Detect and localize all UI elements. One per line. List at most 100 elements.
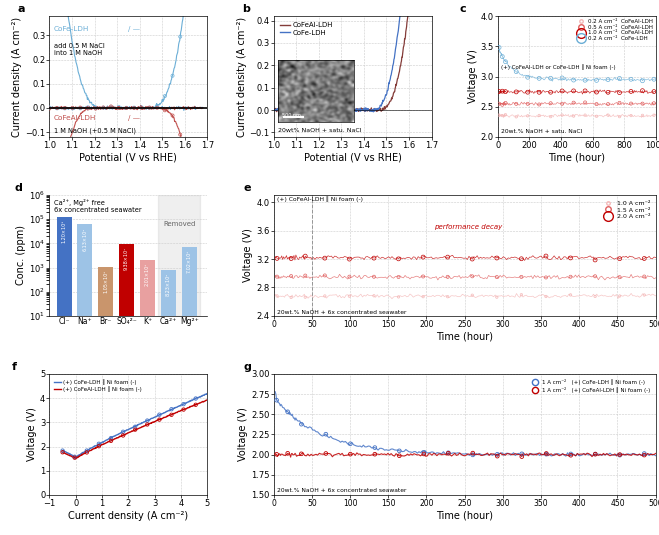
Point bbox=[494, 87, 504, 96]
Point bbox=[121, 103, 132, 112]
Point bbox=[590, 450, 600, 458]
Point bbox=[614, 74, 625, 83]
Bar bbox=[182, 247, 197, 535]
Point bbox=[105, 102, 116, 111]
Point bbox=[142, 416, 153, 425]
Point bbox=[497, 87, 507, 95]
Point bbox=[129, 103, 139, 112]
Point bbox=[625, 75, 636, 83]
Point bbox=[418, 449, 429, 458]
Point bbox=[565, 451, 576, 460]
Point bbox=[44, 104, 55, 113]
Point bbox=[272, 450, 282, 458]
Point bbox=[467, 291, 478, 300]
Point bbox=[175, 131, 185, 139]
Point bbox=[557, 100, 567, 108]
Point bbox=[393, 255, 404, 263]
Point bbox=[614, 451, 625, 460]
Point bbox=[105, 434, 116, 442]
Point bbox=[639, 254, 650, 263]
Point bbox=[118, 427, 129, 436]
Point bbox=[272, 292, 282, 300]
Point bbox=[98, 103, 109, 112]
Point bbox=[98, 103, 109, 112]
Point bbox=[603, 75, 614, 84]
Point bbox=[568, 98, 579, 107]
Point bbox=[368, 254, 379, 262]
Point bbox=[500, 57, 511, 66]
Point bbox=[44, 103, 55, 112]
Point bbox=[546, 74, 556, 82]
Text: 6.13×10⁴: 6.13×10⁴ bbox=[82, 227, 88, 250]
Point bbox=[75, 103, 86, 112]
Point bbox=[118, 431, 129, 440]
Point bbox=[90, 104, 101, 112]
Point bbox=[300, 271, 310, 280]
Y-axis label: Conc. (ppm): Conc. (ppm) bbox=[16, 225, 26, 286]
Point bbox=[534, 111, 544, 120]
Point bbox=[320, 430, 331, 439]
Point bbox=[511, 112, 521, 121]
Point bbox=[418, 272, 428, 281]
Point bbox=[52, 104, 63, 113]
Point bbox=[523, 73, 533, 81]
Point bbox=[546, 88, 556, 96]
Point bbox=[82, 104, 93, 113]
Point bbox=[179, 406, 189, 414]
Text: add 0.5 M NaCl
into 1 M NaOH: add 0.5 M NaCl into 1 M NaOH bbox=[54, 43, 105, 56]
Point bbox=[557, 87, 567, 95]
Point bbox=[190, 202, 201, 211]
Point bbox=[497, 101, 507, 109]
Point bbox=[580, 76, 590, 85]
Point bbox=[546, 99, 556, 108]
Point bbox=[541, 449, 552, 458]
Text: 9.38×10¹: 9.38×10¹ bbox=[124, 247, 129, 270]
Point bbox=[167, 111, 178, 120]
Point bbox=[516, 291, 527, 299]
Point bbox=[442, 293, 453, 301]
Point bbox=[136, 104, 147, 112]
Point bbox=[517, 449, 527, 458]
X-axis label: Potential (V vs RHE): Potential (V vs RHE) bbox=[304, 153, 401, 163]
Text: f: f bbox=[11, 362, 16, 372]
Bar bbox=[140, 260, 155, 535]
Point bbox=[296, 449, 306, 458]
Point bbox=[500, 87, 511, 96]
Bar bbox=[119, 244, 134, 535]
Point bbox=[69, 453, 80, 462]
Point bbox=[639, 272, 650, 281]
Point bbox=[167, 72, 178, 80]
Point bbox=[494, 111, 504, 119]
Point bbox=[300, 252, 310, 261]
Point bbox=[94, 442, 104, 450]
Point bbox=[568, 112, 579, 120]
Point bbox=[90, 104, 101, 113]
Point bbox=[467, 272, 478, 280]
Point bbox=[344, 292, 355, 301]
Point bbox=[511, 100, 521, 108]
Point bbox=[591, 88, 602, 96]
Point bbox=[497, 52, 507, 61]
Point bbox=[494, 100, 504, 108]
Text: (+) CoFeAl-LDH or CoFe-LDH ∥ Ni foam (-): (+) CoFeAl-LDH or CoFe-LDH ∥ Ni foam (-) bbox=[501, 64, 616, 70]
Text: / —: / — bbox=[129, 115, 140, 121]
Point bbox=[637, 77, 648, 85]
Text: 2.01×10³: 2.01×10³ bbox=[145, 263, 150, 286]
Legend: 1.0 A cm⁻², 1.5 A cm⁻², 2.0 A cm⁻²: 1.0 A cm⁻², 1.5 A cm⁻², 2.0 A cm⁻² bbox=[600, 198, 652, 221]
Point bbox=[82, 103, 93, 112]
Point bbox=[565, 254, 576, 262]
Point bbox=[113, 104, 124, 112]
Point bbox=[591, 76, 602, 85]
Point bbox=[183, 0, 193, 7]
Point bbox=[534, 88, 544, 96]
Legend: (+) CoFe-LDH ∥ Ni foam (-), (+) CoFeAl-LDH ∥ Ni foam (-): (+) CoFe-LDH ∥ Ni foam (-), (+) CoFeAl-L… bbox=[52, 377, 144, 394]
Point bbox=[511, 67, 521, 76]
Point bbox=[625, 100, 636, 108]
Point bbox=[614, 273, 625, 281]
Point bbox=[286, 272, 297, 280]
Y-axis label: Current density (A cm⁻²): Current density (A cm⁻²) bbox=[237, 17, 246, 136]
Point bbox=[565, 272, 576, 281]
Text: Ca²⁺, Mg²⁺ free
6x concentrated seawater: Ca²⁺, Mg²⁺ free 6x concentrated seawater bbox=[54, 198, 142, 212]
Point bbox=[497, 111, 507, 120]
Point bbox=[443, 449, 453, 457]
